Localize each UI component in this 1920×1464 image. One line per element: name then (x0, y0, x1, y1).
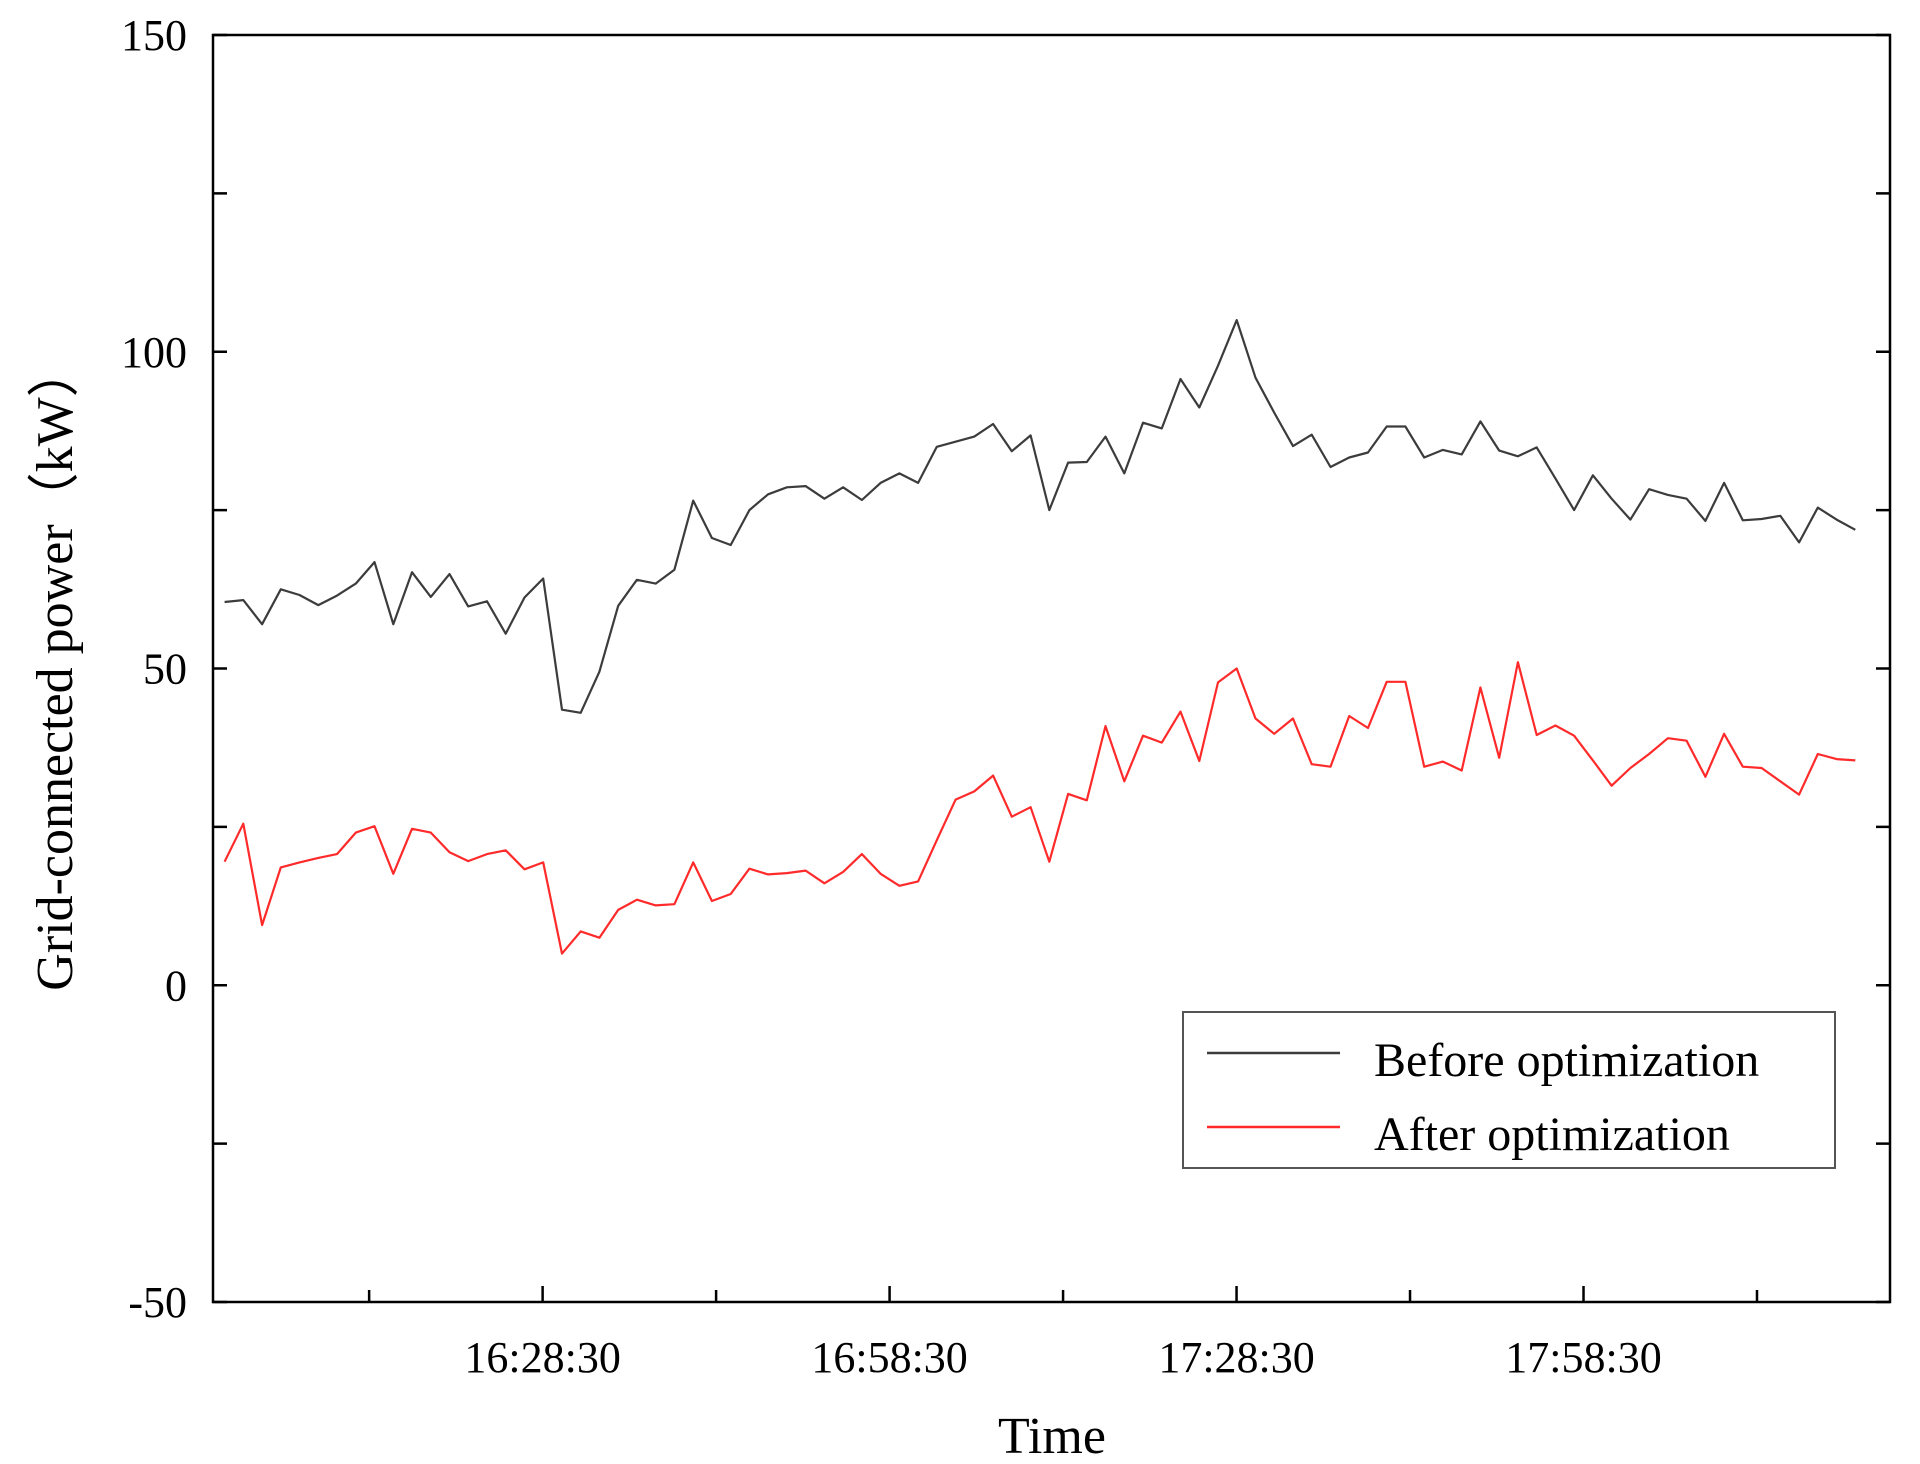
y-tick-label: 100 (121, 328, 187, 377)
legend: Before optimization After optimization (1182, 1011, 1836, 1169)
x-tick-label: 16:28:30 (464, 1333, 620, 1382)
legend-label-after: After optimization (1374, 1108, 1730, 1161)
y-axis-title: Grid-connected power（kW） (27, 345, 84, 990)
series-line-after-optimization (223, 661, 1856, 955)
x-axis: 16:28:30 16:58:30 17:28:30 17:58:30 (367, 1286, 1759, 1382)
series-group (223, 319, 1856, 955)
y-tick-label: 50 (143, 645, 187, 694)
x-tick-label: 16:58:30 (811, 1333, 967, 1382)
series-line-before-optimization (224, 319, 1856, 714)
x-axis-title: Time (998, 1408, 1106, 1464)
x-tick-label: 17:28:30 (1158, 1333, 1314, 1382)
y-axis: -50 0 50 100 150 (121, 11, 1890, 1327)
y-tick-label: -50 (128, 1278, 187, 1327)
legend-box (1182, 1011, 1836, 1169)
legend-label-before: Before optimization (1374, 1034, 1759, 1087)
y-tick-label: 150 (121, 11, 187, 60)
y-tick-label: 0 (165, 961, 187, 1010)
x-tick-label: 17:58:30 (1505, 1333, 1661, 1382)
